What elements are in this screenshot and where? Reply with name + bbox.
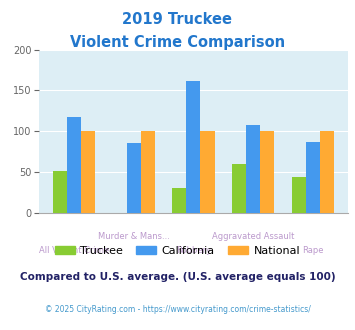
Bar [53,171,67,213]
Bar [320,131,334,213]
Bar [246,125,260,213]
Text: Violent Crime Comparison: Violent Crime Comparison [70,35,285,50]
Text: Aggravated Assault: Aggravated Assault [212,232,294,241]
Text: Murder & Mans...: Murder & Mans... [98,232,170,241]
Legend: Truckee, California, National: Truckee, California, National [50,242,305,260]
Bar [141,131,155,213]
Bar [186,81,201,213]
Bar [260,131,274,213]
Bar [292,177,306,213]
Bar [127,143,141,213]
Bar [173,187,186,213]
Bar [201,131,214,213]
Text: All Violent Crime: All Violent Crime [39,246,109,255]
Text: Rape: Rape [302,246,323,255]
Bar [81,131,95,213]
Text: © 2025 CityRating.com - https://www.cityrating.com/crime-statistics/: © 2025 CityRating.com - https://www.city… [45,305,310,314]
Bar [67,117,81,213]
Text: 2019 Truckee: 2019 Truckee [122,12,233,26]
Text: Compared to U.S. average. (U.S. average equals 100): Compared to U.S. average. (U.S. average … [20,272,335,282]
Bar [306,142,320,213]
Bar [232,164,246,213]
Text: Robbery: Robbery [176,246,211,255]
